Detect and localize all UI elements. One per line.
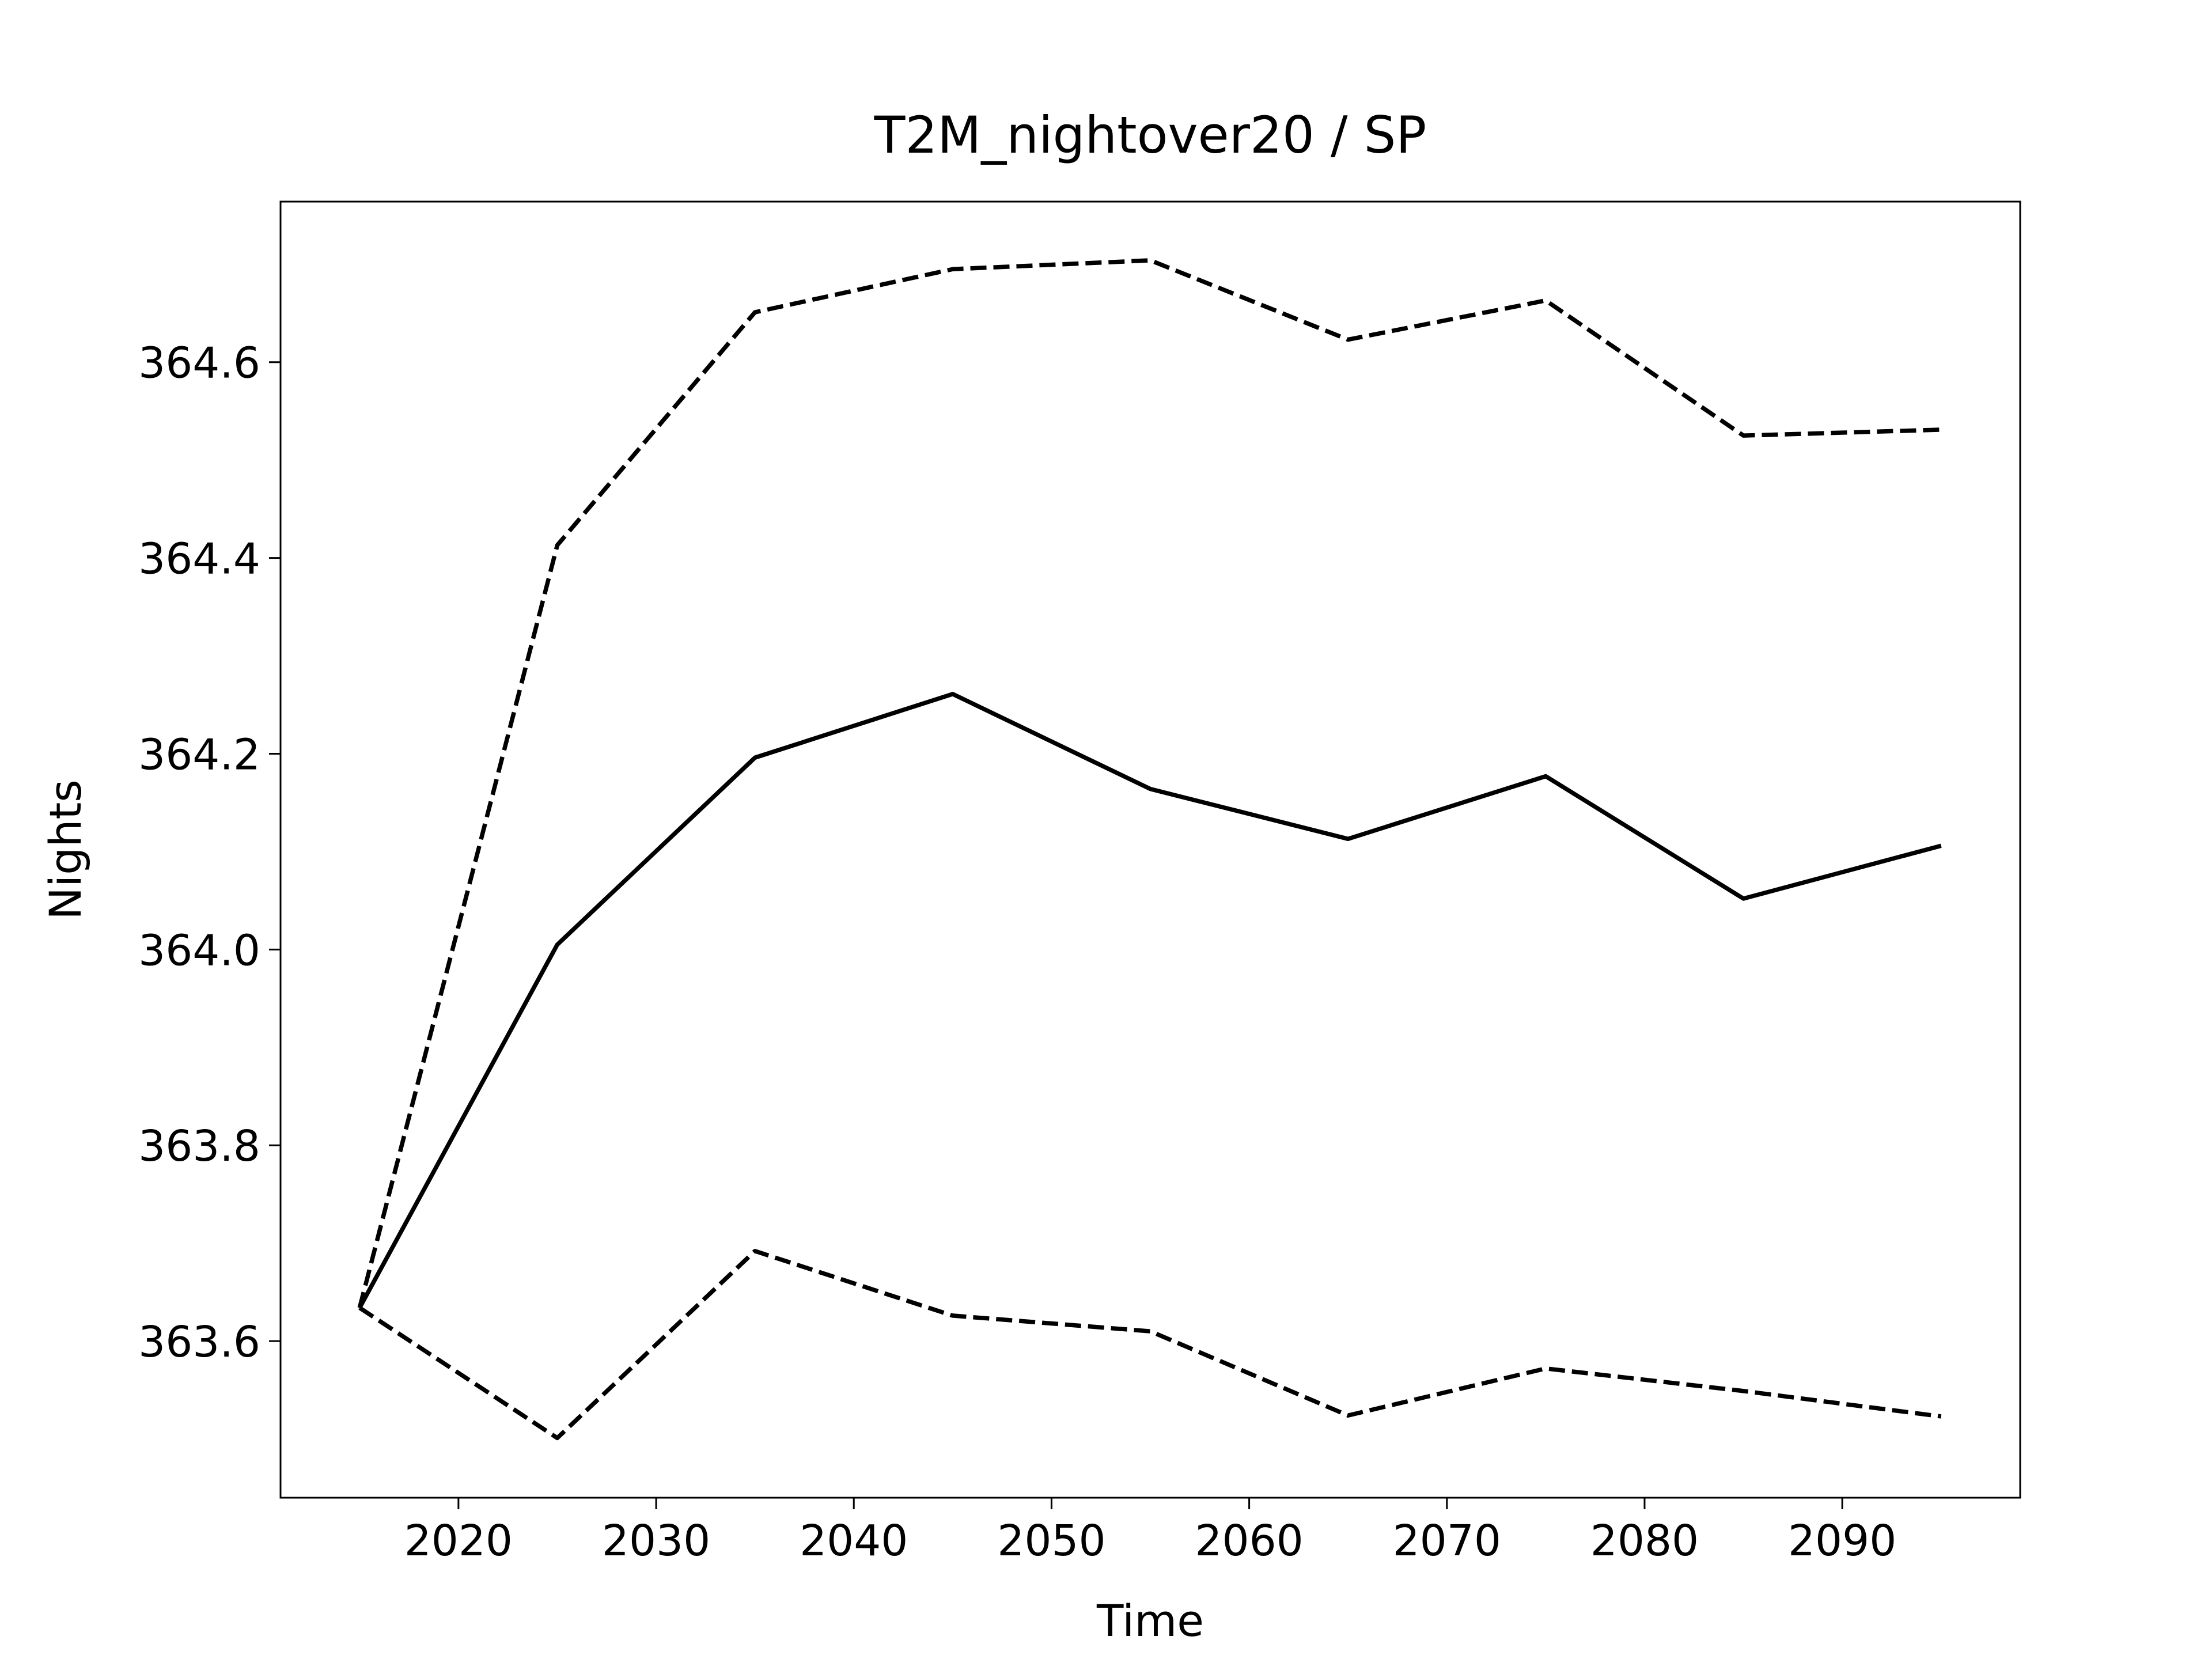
x-tick-label: 2090	[1788, 1516, 1896, 1566]
x-tick-label: 2040	[800, 1516, 908, 1566]
data-line	[357, 692, 1942, 1309]
x-tick-label: 2060	[1195, 1516, 1303, 1566]
x-tick-label: 2030	[602, 1516, 710, 1566]
y-axis-label: Nights	[40, 779, 91, 920]
data-line	[358, 1249, 1942, 1441]
x-tick-label: 2050	[997, 1516, 1105, 1566]
y-tick-label: 363.8	[138, 1122, 260, 1171]
x-axis-label: Time	[1096, 1595, 1204, 1646]
y-tick-label: 364.0	[138, 926, 260, 975]
plot-frame	[279, 200, 2021, 1499]
x-tick-label: 2070	[1393, 1516, 1501, 1566]
y-tick-label: 364.6	[138, 339, 260, 388]
x-tick-label: 2020	[404, 1516, 513, 1566]
y-tick-label: 364.2	[138, 730, 260, 779]
chart-title: T2M_nightover20 / SP	[874, 105, 1427, 165]
y-tick-label: 363.6	[138, 1317, 260, 1367]
y-tick-label: 364.4	[138, 535, 260, 584]
data-line	[357, 258, 1941, 1309]
x-tick-label: 2080	[1590, 1516, 1699, 1566]
